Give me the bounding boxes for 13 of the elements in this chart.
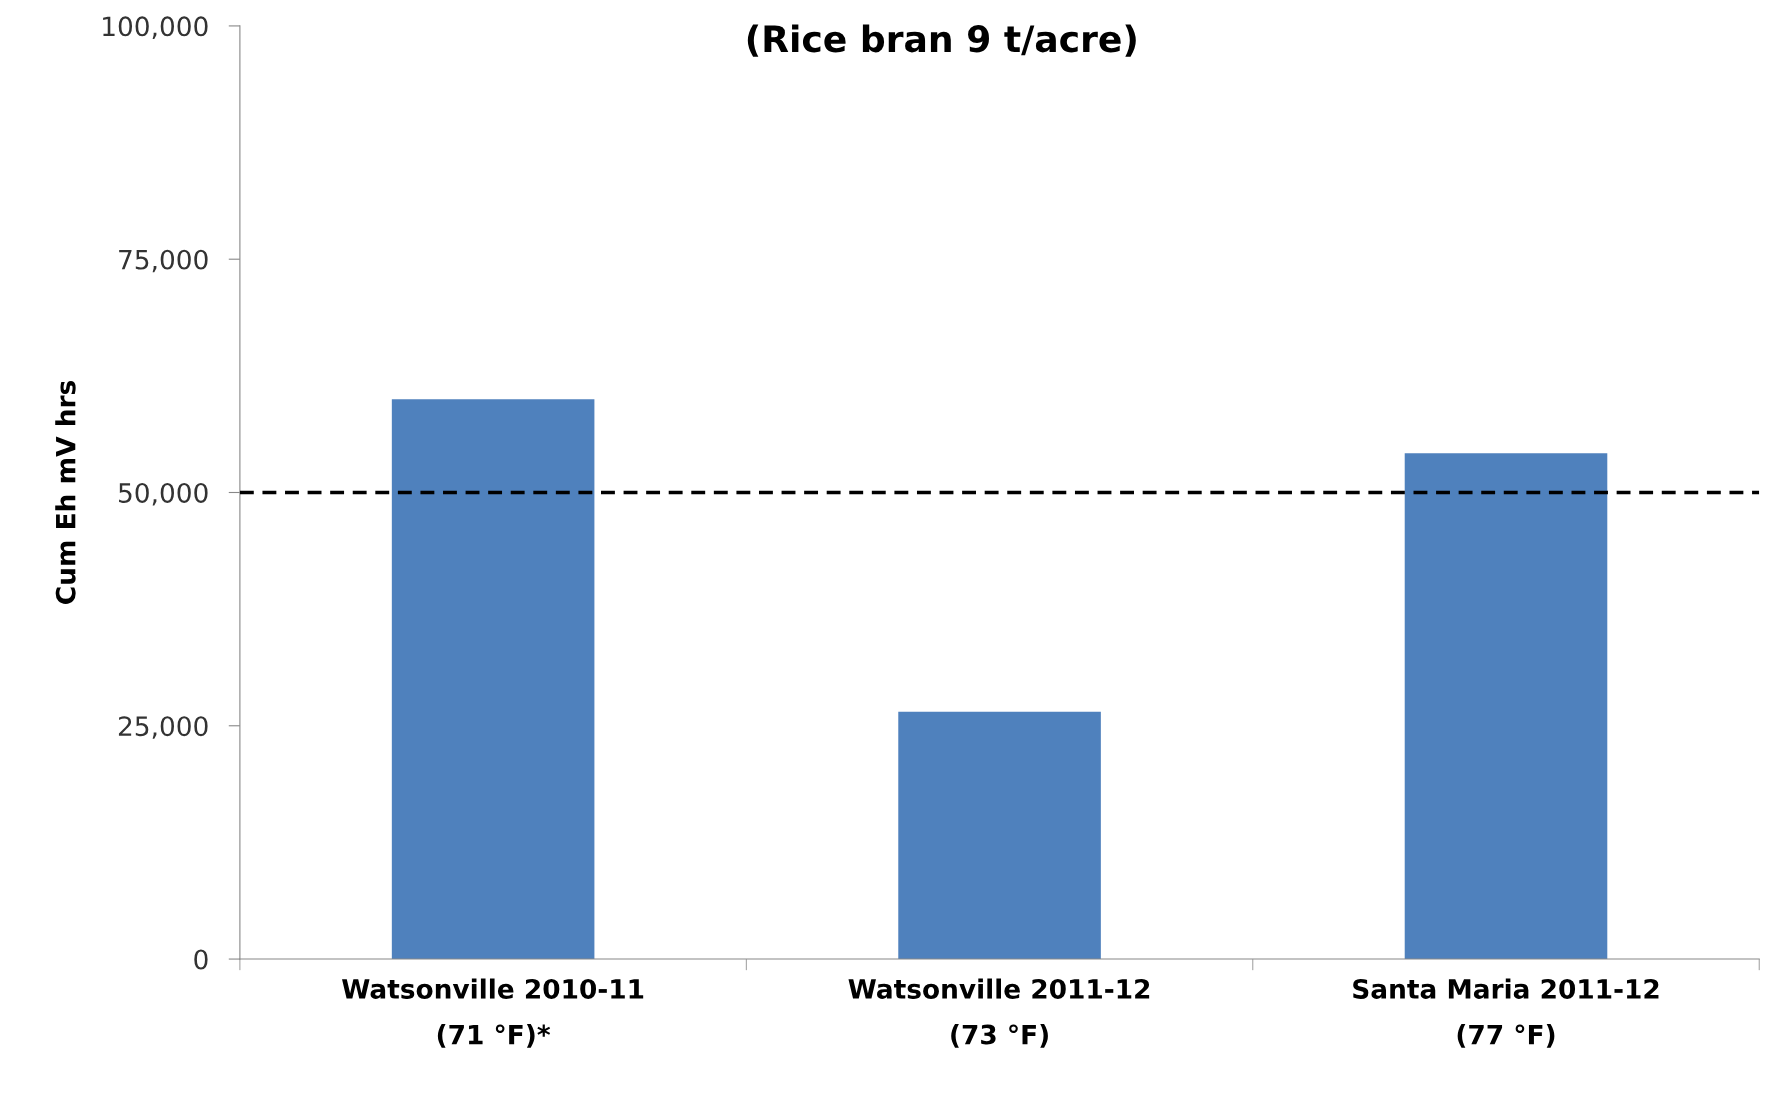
y-tick-label: 0 xyxy=(194,949,208,970)
y-tick-label: 100,000 xyxy=(103,16,208,40)
chart-title: (Rice bran 9 t/acre) xyxy=(747,24,1136,57)
bar xyxy=(391,399,595,960)
x-tick-label: Watsonville 2010-11 (71 °F)* xyxy=(342,978,644,1048)
y-tick-label: 50,000 xyxy=(119,482,208,506)
x-tick-label: Watsonville 2011-12 (73 °F) xyxy=(848,978,1150,1048)
y-axis-title: Cum Eh mV hrs xyxy=(55,381,76,604)
y-tick-label: 25,000 xyxy=(118,716,208,739)
y-tick-label: 75,000 xyxy=(119,249,208,273)
bar xyxy=(898,711,1101,960)
x-tick-label: Santa Maria 2011-12 (77 °F) xyxy=(1353,978,1659,1048)
bar xyxy=(1404,453,1608,960)
